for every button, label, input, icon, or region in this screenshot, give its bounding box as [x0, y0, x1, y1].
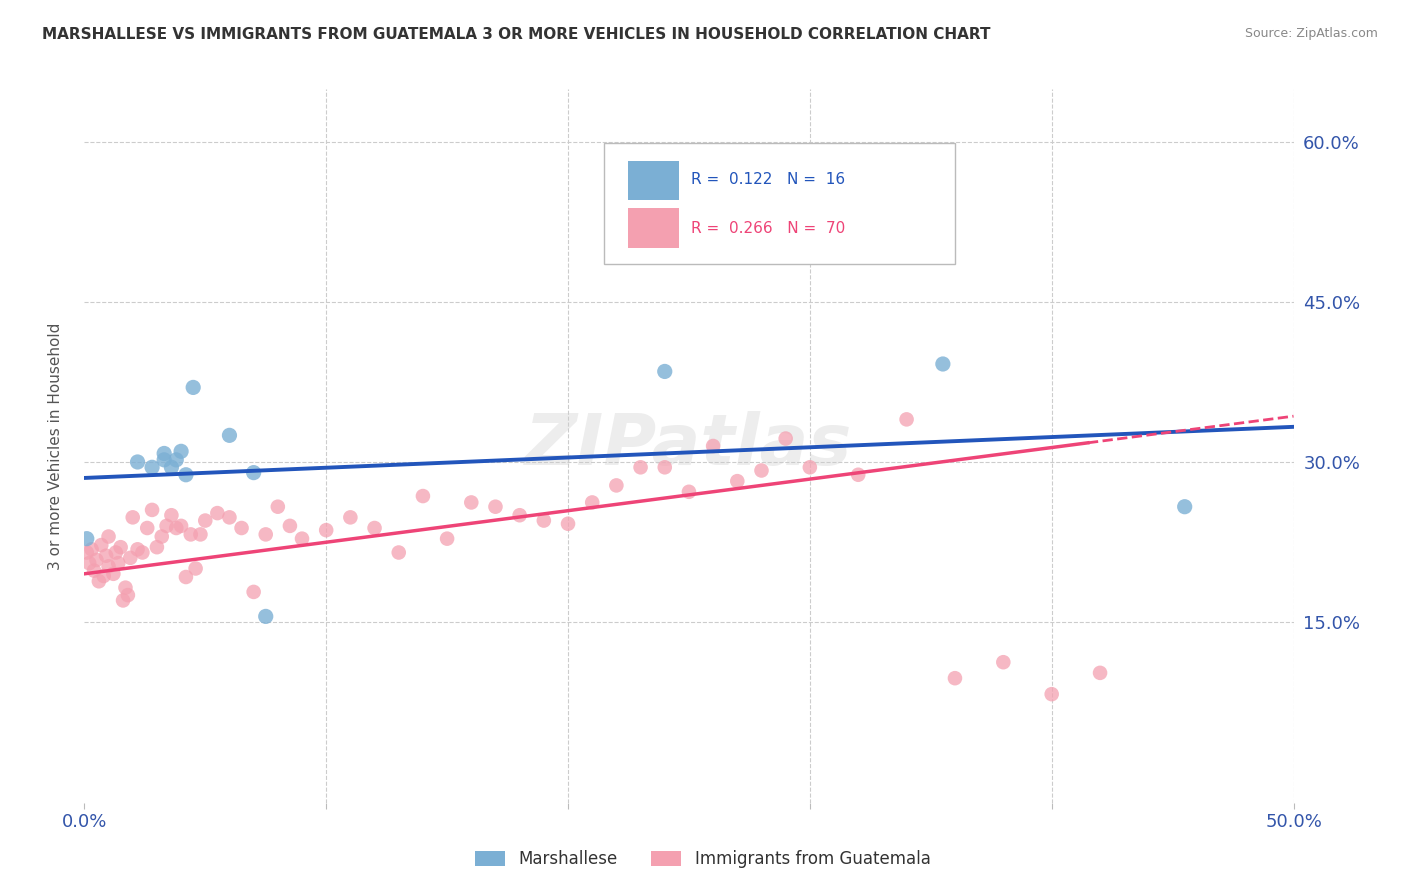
Point: [846, 467, 869, 482]
Point: [97, 529, 120, 543]
Point: [388, 545, 411, 559]
Point: [112, 593, 135, 607]
Point: [339, 510, 361, 524]
Point: [97, 559, 120, 574]
Text: R =  0.266   N =  70: R = 0.266 N = 70: [692, 221, 845, 235]
Point: [127, 455, 149, 469]
Point: [160, 508, 183, 523]
Point: [436, 532, 458, 546]
Point: [94, 549, 117, 563]
Point: [218, 510, 240, 524]
Point: [165, 521, 187, 535]
Point: [104, 545, 127, 559]
Point: [218, 428, 240, 442]
Y-axis label: 3 or more Vehicles in Household: 3 or more Vehicles in Household: [48, 322, 63, 570]
Point: [654, 460, 676, 475]
Point: [110, 540, 132, 554]
Point: [207, 506, 229, 520]
Point: [165, 453, 187, 467]
Point: [291, 532, 314, 546]
Point: [509, 508, 531, 523]
Text: MARSHALLESE VS IMMIGRANTS FROM GUATEMALA 3 OR MORE VEHICLES IN HOUSEHOLD CORRELA: MARSHALLESE VS IMMIGRANTS FROM GUATEMALA…: [42, 27, 991, 42]
Point: [1174, 500, 1197, 514]
Point: [896, 412, 918, 426]
Point: [678, 484, 700, 499]
Point: [174, 467, 197, 482]
Point: [121, 510, 143, 524]
Point: [630, 460, 652, 475]
Point: [932, 357, 955, 371]
Point: [1040, 687, 1063, 701]
Point: [155, 519, 177, 533]
Point: [76, 532, 98, 546]
Point: [194, 514, 217, 528]
Text: Source: ZipAtlas.com: Source: ZipAtlas.com: [1244, 27, 1378, 40]
Point: [131, 545, 153, 559]
Point: [751, 463, 773, 477]
Point: [412, 489, 434, 503]
Legend: Marshallese, Immigrants from Guatemala: Marshallese, Immigrants from Guatemala: [468, 844, 938, 875]
Point: [103, 566, 125, 581]
Point: [90, 538, 112, 552]
Point: [581, 495, 603, 509]
Point: [775, 432, 797, 446]
Point: [153, 453, 176, 467]
Text: R =  0.122   N =  16: R = 0.122 N = 16: [692, 172, 845, 187]
Point: [87, 574, 110, 589]
Point: [943, 671, 966, 685]
Point: [107, 556, 129, 570]
Point: [654, 364, 676, 378]
Point: [702, 439, 724, 453]
Point: [254, 609, 277, 624]
Point: [242, 585, 264, 599]
Point: [153, 446, 176, 460]
Point: [80, 542, 103, 557]
Point: [460, 495, 482, 509]
Point: [141, 503, 163, 517]
Point: [76, 545, 98, 559]
Point: [180, 527, 202, 541]
Bar: [628, 161, 679, 200]
Point: [141, 460, 163, 475]
Point: [117, 588, 139, 602]
Point: [114, 581, 136, 595]
Point: [146, 540, 169, 554]
Point: [484, 500, 506, 514]
Point: [799, 460, 821, 475]
Point: [231, 521, 253, 535]
Point: [725, 474, 748, 488]
Point: [254, 527, 277, 541]
Point: [160, 460, 183, 475]
Point: [190, 527, 212, 541]
Text: ZIPatlas: ZIPatlas: [526, 411, 852, 481]
Point: [86, 553, 108, 567]
Point: [1088, 665, 1111, 680]
Point: [533, 514, 555, 528]
Point: [136, 521, 159, 535]
Point: [605, 478, 627, 492]
Point: [170, 444, 193, 458]
Point: [267, 500, 290, 514]
Point: [363, 521, 385, 535]
Point: [83, 564, 105, 578]
Point: [77, 556, 100, 570]
Point: [127, 542, 149, 557]
Point: [150, 529, 173, 543]
Point: [278, 519, 301, 533]
Point: [557, 516, 579, 531]
Point: [184, 561, 207, 575]
Point: [120, 550, 142, 565]
Point: [993, 655, 1015, 669]
Point: [93, 569, 115, 583]
Point: [170, 519, 193, 533]
FancyBboxPatch shape: [605, 143, 955, 264]
Bar: [628, 209, 679, 248]
Point: [315, 523, 337, 537]
Point: [242, 466, 264, 480]
Point: [174, 570, 197, 584]
Point: [181, 380, 204, 394]
